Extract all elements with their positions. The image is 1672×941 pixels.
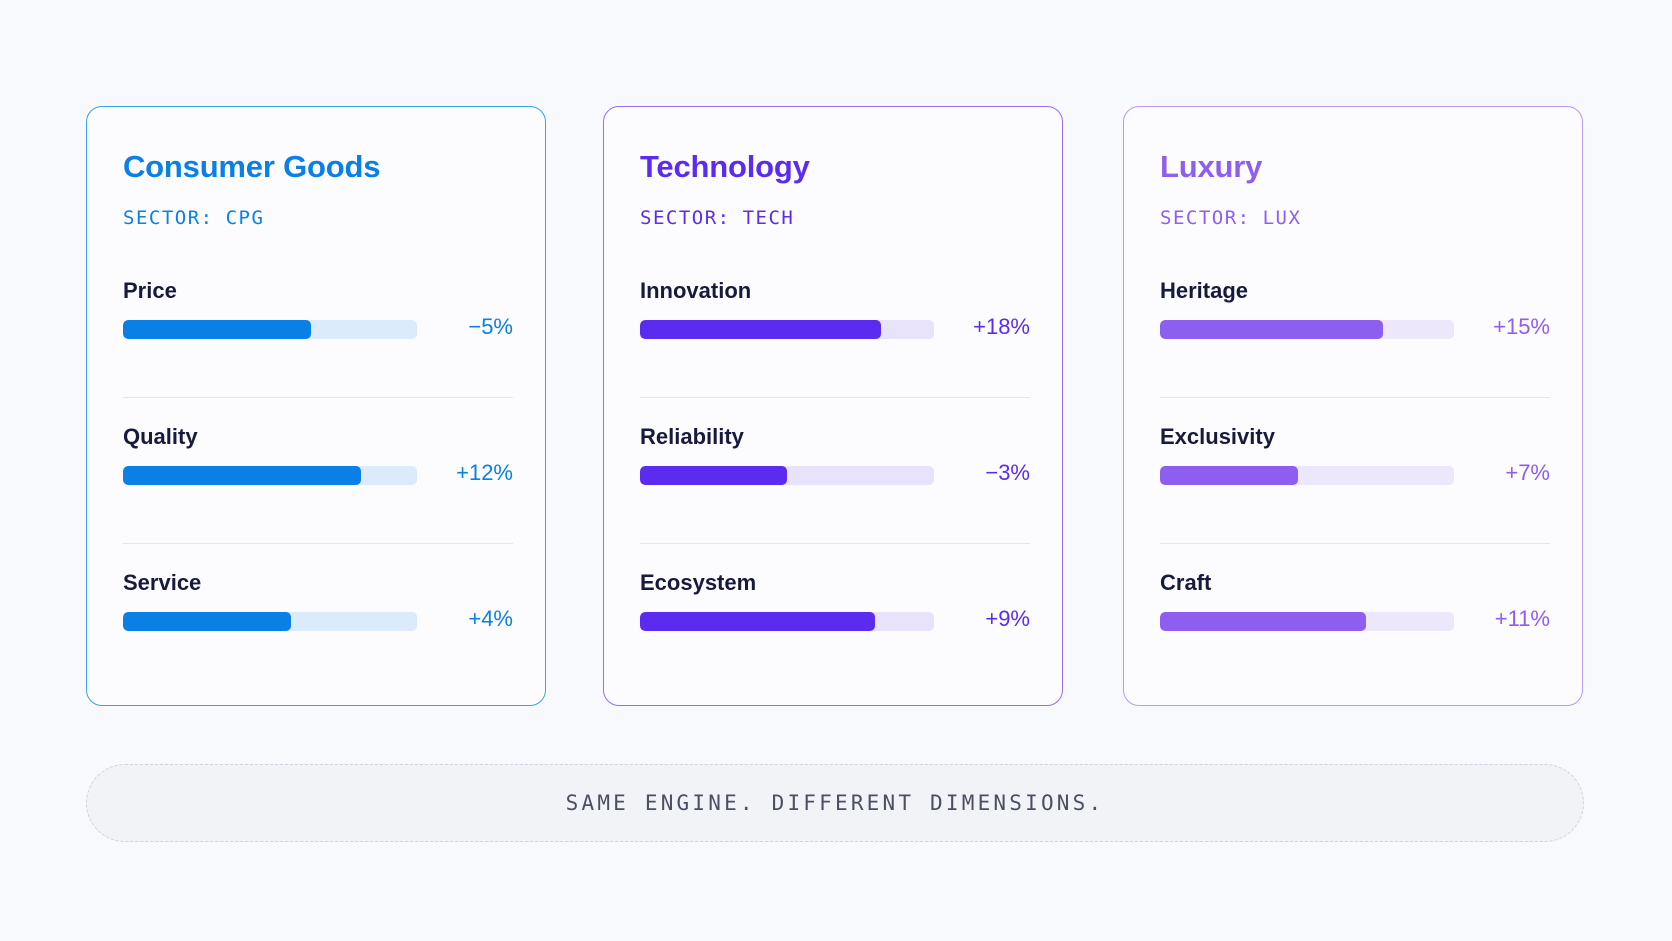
metric-bar-track (123, 320, 417, 339)
metric-bar-track (1160, 612, 1454, 631)
sector-prefix: SECTOR: (640, 207, 731, 229)
metric-reliability: Reliability −3% (640, 424, 1030, 504)
metric-divider (1160, 397, 1550, 398)
sector-code: TECH (742, 207, 795, 229)
sector-cards: Consumer Goods SECTOR: CPG Price −5% Qual… (86, 106, 1584, 709)
card-title: Luxury (1160, 149, 1263, 184)
metric-bar-track (1160, 320, 1454, 339)
metric-bar-track (640, 612, 934, 631)
metric-label: Ecosystem (640, 570, 757, 595)
metric-bar-fill (640, 320, 882, 339)
metric-value: +12% (456, 460, 513, 485)
metric-divider (640, 543, 1030, 544)
metric-value: +18% (973, 314, 1030, 339)
metric-heritage: Heritage +15% (1160, 278, 1550, 358)
metric-bar-track (1160, 466, 1454, 485)
metric-bar-track (123, 466, 417, 485)
card-sector-line: SECTOR: LUX (1160, 207, 1301, 229)
metric-label: Price (123, 278, 177, 303)
metric-label: Heritage (1160, 278, 1249, 303)
metric-bar-fill (123, 320, 312, 339)
metric-value: −3% (985, 460, 1030, 485)
metric-value: +11% (1494, 606, 1550, 631)
metric-bar-fill (123, 612, 291, 631)
metric-innovation: Innovation +18% (640, 278, 1030, 358)
metric-bar-fill (1160, 466, 1299, 485)
tagline-text: SAME ENGINE. DIFFERENT DIMENSIONS. (565, 791, 1105, 815)
metric-craft: Craft +11% (1160, 570, 1550, 650)
sector-code: LUX (1262, 207, 1302, 229)
card-luxury: Luxury SECTOR: LUX Heritage +15% Exclusiv… (1123, 106, 1583, 706)
metric-value: −5% (468, 314, 513, 339)
card-title: Technology (640, 149, 810, 184)
metric-quality: Quality +12% (123, 424, 513, 504)
metric-divider (1160, 543, 1550, 544)
metric-bar-track (640, 320, 934, 339)
metric-bar-track (640, 466, 934, 485)
metric-label: Craft (1160, 570, 1212, 595)
card-sector-line: SECTOR: TECH (640, 207, 794, 229)
metric-ecosystem: Ecosystem +9% (640, 570, 1030, 650)
metric-value: +9% (985, 606, 1030, 631)
metric-divider (640, 397, 1030, 398)
metric-exclusivity: Exclusivity +7% (1160, 424, 1550, 504)
metric-value: +15% (1493, 314, 1550, 339)
metric-label: Exclusivity (1160, 424, 1275, 449)
card-title: Consumer Goods (123, 149, 381, 184)
metric-label: Quality (123, 424, 198, 449)
metric-bar-track (123, 612, 417, 631)
sector-prefix: SECTOR: (123, 207, 214, 229)
metric-bar-fill (640, 466, 787, 485)
metric-label: Innovation (640, 278, 752, 303)
metric-label: Reliability (640, 424, 744, 449)
metric-price: Price −5% (123, 278, 513, 358)
metric-divider (123, 543, 513, 544)
card-sector-line: SECTOR: CPG (123, 207, 264, 229)
metric-bar-fill (640, 612, 876, 631)
metric-service: Service +4% (123, 570, 513, 650)
card-technology: Technology SECTOR: TECH Innovation +18% R… (603, 106, 1063, 706)
sector-code: CPG (225, 207, 265, 229)
metric-bar-fill (123, 466, 362, 485)
metric-value: +7% (1505, 460, 1550, 485)
metric-bar-fill (1160, 612, 1366, 631)
card-consumer-goods: Consumer Goods SECTOR: CPG Price −5% Qual… (86, 106, 546, 706)
tagline-banner: SAME ENGINE. DIFFERENT DIMENSIONS. (86, 764, 1584, 842)
sector-prefix: SECTOR: (1160, 207, 1251, 229)
metric-bar-fill (1160, 320, 1384, 339)
metric-label: Service (123, 570, 202, 595)
metric-value: +4% (468, 606, 513, 631)
metric-divider (123, 397, 513, 398)
